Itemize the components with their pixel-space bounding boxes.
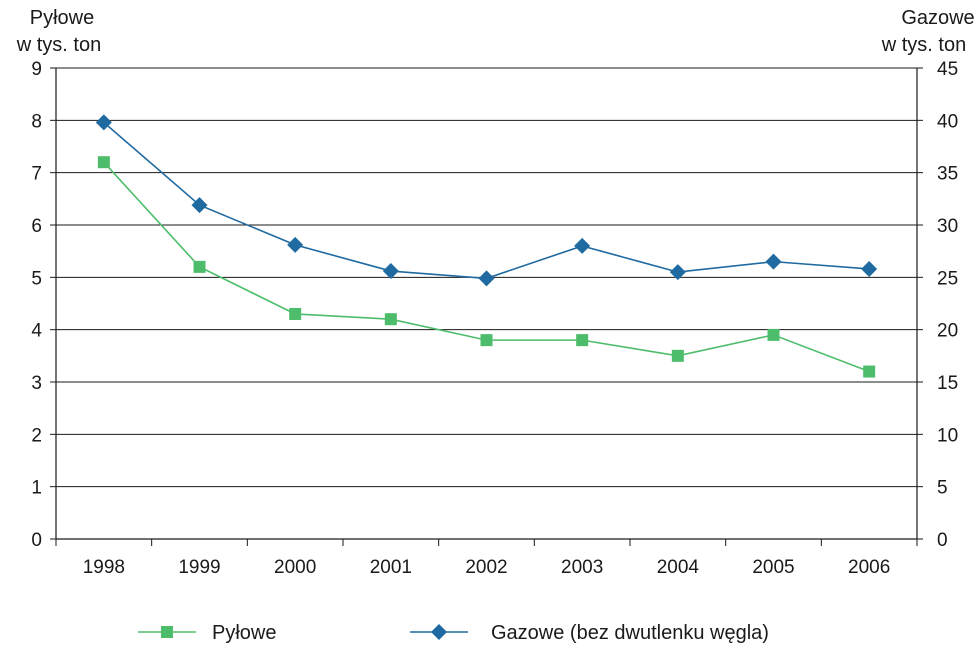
right-tick-label: 0: [937, 530, 948, 551]
legend-swatch-marker: [431, 624, 447, 640]
left-tick-label: 4: [31, 321, 42, 342]
data-point: [193, 260, 206, 273]
x-tick-label: 2003: [561, 557, 603, 578]
data-point: [478, 270, 495, 287]
left-tick-label: 8: [31, 111, 42, 132]
series-pylowe: [97, 156, 876, 378]
right-axis-title-line-2: w tys. ton: [881, 34, 966, 56]
x-tick-label: 2000: [274, 557, 316, 578]
left-axis-ticks: 0 1 2 3 4 5 6 7 8 9: [31, 59, 56, 551]
data-point: [863, 365, 876, 378]
right-axis-ticks: 0 5 10 15 20 25 30 35 40 45: [917, 59, 958, 551]
data-point: [191, 197, 208, 214]
x-tick-label: 1999: [178, 557, 220, 578]
right-tick-label: 35: [937, 164, 958, 185]
legend-label: Pyłowe: [212, 622, 276, 644]
series-line: [103, 121, 870, 280]
left-tick-label: 0: [31, 530, 42, 551]
left-axis-title-line-2: w tys. ton: [16, 34, 101, 56]
left-tick-label: 3: [31, 373, 42, 394]
x-tick-label: 2005: [752, 557, 794, 578]
series-gazowe: [95, 114, 878, 287]
right-tick-label: 30: [937, 216, 958, 237]
right-tick-label: 10: [937, 425, 958, 446]
data-point: [671, 349, 684, 362]
data-point: [574, 237, 591, 254]
data-point: [767, 328, 780, 341]
legend: Pyłowe Gazowe (bez dwutlenku węgla): [138, 622, 769, 644]
data-point: [765, 253, 782, 270]
left-tick-label: 6: [31, 216, 42, 237]
right-tick-label: 40: [937, 111, 958, 132]
x-tick-label: 2006: [848, 557, 890, 578]
right-axis-title-line-1: Gazowe: [901, 7, 974, 29]
data-point: [480, 334, 493, 347]
legend-item-pylowe: Pyłowe: [138, 622, 276, 644]
right-tick-label: 45: [937, 59, 958, 80]
series-group: [95, 114, 878, 378]
left-tick-label: 5: [31, 268, 42, 289]
x-axis-ticks: 1998 1999 2000 2001 2002 2003 2004 2005 2006: [55, 539, 918, 578]
data-point: [95, 114, 112, 131]
x-tick-label: 2002: [465, 557, 507, 578]
data-point: [576, 334, 589, 347]
right-tick-label: 5: [937, 478, 948, 499]
data-point: [289, 307, 302, 320]
data-point: [861, 260, 878, 277]
right-tick-label: 20: [937, 321, 958, 342]
data-point: [382, 263, 399, 280]
left-tick-label: 7: [31, 164, 42, 185]
data-point: [287, 236, 304, 253]
left-tick-label: 1: [31, 478, 42, 499]
data-point: [97, 156, 110, 169]
right-tick-label: 15: [937, 373, 958, 394]
x-tick-label: 2001: [370, 557, 412, 578]
left-tick-label: 9: [31, 59, 42, 80]
right-tick-label: 25: [937, 268, 958, 289]
axes: [55, 68, 918, 540]
legend-item-gazowe: Gazowe (bez dwutlenku węgla): [410, 622, 769, 644]
left-axis-title-line-1: Pyłowe: [30, 7, 94, 29]
x-tick-label: 1998: [83, 557, 125, 578]
legend-swatch-marker: [161, 626, 173, 638]
data-point: [669, 264, 686, 281]
data-point: [384, 313, 397, 326]
left-tick-label: 2: [31, 425, 42, 446]
x-tick-label: 2004: [657, 557, 700, 578]
legend-label: Gazowe (bez dwutlenku węgla): [491, 622, 769, 644]
